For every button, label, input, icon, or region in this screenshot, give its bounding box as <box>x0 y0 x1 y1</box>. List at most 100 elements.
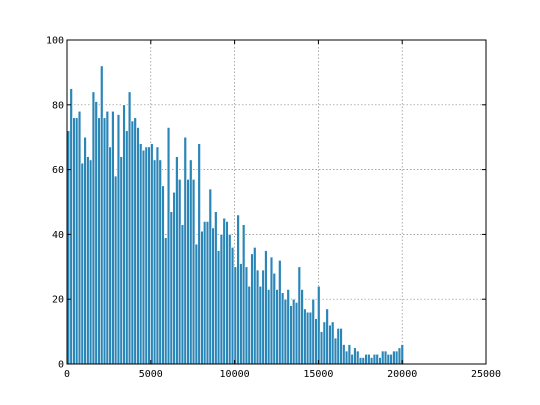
histogram-bar <box>233 266 238 365</box>
histogram-bar <box>69 88 73 365</box>
histogram-bar <box>172 191 176 365</box>
histogram-bar <box>216 250 221 365</box>
histogram-bar <box>119 156 123 365</box>
histogram-bar <box>108 146 112 365</box>
histogram-bar <box>305 311 310 365</box>
histogram-bar <box>356 350 360 365</box>
y-tick-label: 20 <box>52 295 64 306</box>
histogram-bar <box>194 243 199 365</box>
histogram-bar <box>80 162 84 365</box>
y-tick-label: 40 <box>52 230 64 241</box>
histogram-bar <box>150 143 154 365</box>
histogram-bar <box>105 110 110 365</box>
histogram-bar <box>191 179 196 365</box>
histogram-bar <box>228 234 232 365</box>
histogram-bar <box>383 350 388 365</box>
histogram-bar <box>164 237 168 365</box>
histogram-bar <box>300 289 304 365</box>
histogram-bar <box>267 289 271 365</box>
histogram-bar <box>311 298 315 365</box>
histogram-bar <box>94 101 98 365</box>
x-tick-label: 10000 <box>220 369 250 380</box>
histogram-bar <box>139 143 143 365</box>
histogram-bar <box>286 289 290 365</box>
histogram-bar <box>225 221 229 365</box>
histogram-bar <box>378 357 382 365</box>
histogram-bar <box>136 127 140 365</box>
histogram-bar <box>141 149 146 365</box>
histogram-bar <box>219 234 224 365</box>
x-tick-label: 0 <box>64 369 70 380</box>
histogram-bar <box>381 350 385 365</box>
histogram-bar <box>147 146 151 365</box>
x-tick-label: 5000 <box>139 369 163 380</box>
histogram-bar <box>144 146 148 365</box>
histogram-bar <box>236 214 240 365</box>
histogram-bar <box>222 217 226 365</box>
histogram-bar <box>158 159 162 365</box>
histogram-bar <box>322 321 327 365</box>
histogram-bar <box>394 350 399 365</box>
histogram-bar <box>86 156 90 365</box>
histogram-bar <box>197 143 201 365</box>
histogram-bar <box>100 65 104 365</box>
histogram-bar <box>155 146 160 365</box>
histogram-bar <box>308 311 313 365</box>
histogram-bar <box>205 221 210 365</box>
histogram-bar <box>177 179 182 365</box>
histogram-bar <box>91 91 96 365</box>
histogram-bar <box>166 127 171 365</box>
histogram-bar <box>239 263 243 365</box>
histogram-bar <box>255 269 260 365</box>
histogram-bar <box>116 114 121 365</box>
histogram-bar <box>375 353 379 365</box>
histogram-bar <box>325 308 329 365</box>
histogram-bar <box>214 211 218 365</box>
histogram-bar <box>283 298 288 365</box>
histogram-bar <box>183 136 187 365</box>
histogram-bar <box>261 269 265 365</box>
histogram-bar <box>247 285 251 365</box>
histogram-bar <box>339 328 343 365</box>
y-tick-label: 0 <box>58 360 64 371</box>
histogram-bar <box>83 136 87 365</box>
histogram-bar <box>280 292 285 365</box>
histogram-bar <box>328 324 332 365</box>
histogram-bar <box>331 321 335 365</box>
histogram-bar <box>125 130 129 365</box>
histogram-bar <box>367 353 371 365</box>
histogram-bar <box>161 185 165 365</box>
histogram-bar <box>336 328 340 365</box>
histogram-bar <box>186 179 190 365</box>
x-tick-label: 20000 <box>387 369 417 380</box>
histogram-bar <box>303 308 307 365</box>
histogram-bar <box>392 350 396 365</box>
tick-labels: 0 5000 10000 15000 20000 25000 0 20 40 60 80 100 <box>46 36 501 381</box>
histogram-bar <box>244 266 249 365</box>
y-tick-label: 60 <box>52 165 64 176</box>
histogram-bar <box>122 104 126 365</box>
histogram-bar <box>111 110 115 365</box>
histogram-bar <box>358 357 363 365</box>
y-tick-label: 100 <box>46 36 64 47</box>
histogram-bar <box>72 117 76 365</box>
histogram-bar <box>258 285 263 365</box>
histogram-bar <box>264 250 268 365</box>
histogram-bar <box>347 344 352 365</box>
histogram-bar <box>389 353 393 365</box>
histogram-bar <box>353 347 357 365</box>
histogram-bar <box>292 298 296 365</box>
histogram-bar <box>133 117 137 365</box>
histogram-bar <box>175 156 179 365</box>
histogram-bar <box>75 117 79 365</box>
ticks <box>66 39 487 365</box>
histogram-bar <box>314 318 318 365</box>
histogram-bar <box>364 353 368 365</box>
histogram-bar <box>241 224 246 365</box>
histogram-bar <box>130 120 135 365</box>
axes-frame <box>66 39 487 365</box>
histogram-bar <box>77 110 82 365</box>
histogram-bar <box>319 331 324 365</box>
